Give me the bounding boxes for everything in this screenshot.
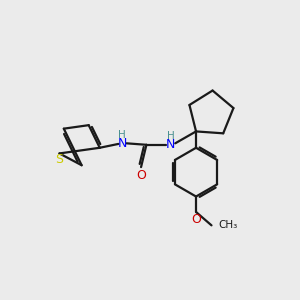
Text: N: N <box>117 137 127 150</box>
Text: S: S <box>56 154 63 166</box>
Text: O: O <box>191 213 201 226</box>
Text: O: O <box>136 169 146 182</box>
Text: H: H <box>118 130 126 140</box>
Text: N: N <box>166 138 176 151</box>
Text: CH₃: CH₃ <box>218 220 237 230</box>
Text: H: H <box>167 131 175 142</box>
